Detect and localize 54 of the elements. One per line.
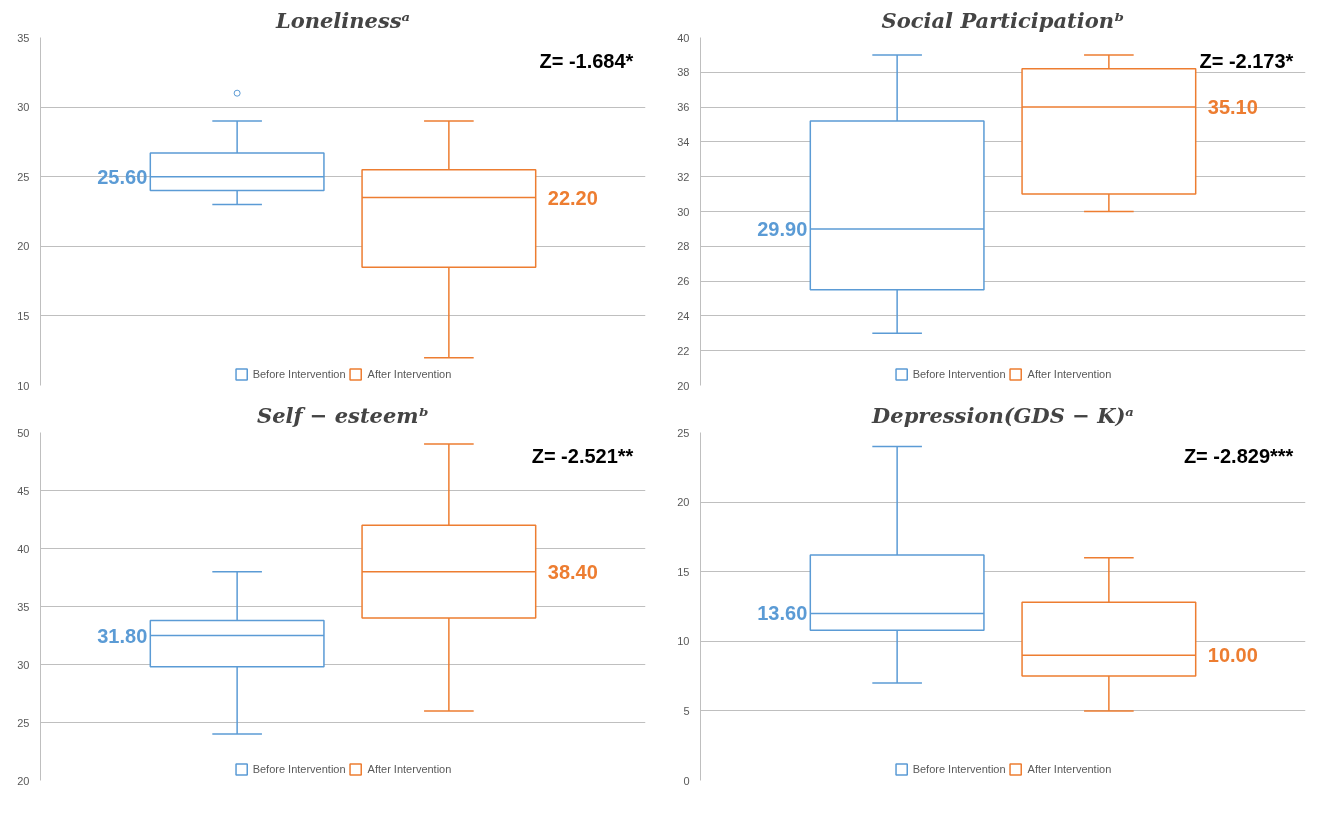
y-tick-label: 25 xyxy=(17,170,30,183)
legend-label: Before Intervention xyxy=(252,368,346,380)
legend-label: Before Intervention xyxy=(912,763,1006,775)
y-tick-label: 38 xyxy=(677,66,690,79)
chart-title: Lonelinessᵃ xyxy=(274,7,411,33)
annotation: 10.00 xyxy=(1207,644,1258,667)
y-tick-label: 25 xyxy=(17,716,30,729)
y-tick-label: 36 xyxy=(677,101,690,114)
y-tick-label: 20 xyxy=(17,240,30,253)
y-tick-label: 10 xyxy=(677,635,690,648)
y-tick-label: 40 xyxy=(677,31,690,44)
y-tick-label: 35 xyxy=(17,600,30,613)
y-tick-label: 32 xyxy=(677,170,690,183)
legend-label: After Intervention xyxy=(1027,368,1112,380)
legend-label: After Intervention xyxy=(367,368,452,380)
y-tick-label: 0 xyxy=(683,774,690,787)
annotation: Z= -2.829*** xyxy=(1183,444,1294,467)
y-tick-label: 25 xyxy=(677,426,690,439)
y-tick-label: 50 xyxy=(17,426,30,439)
annotation: 35.10 xyxy=(1207,96,1258,119)
y-tick-label: 20 xyxy=(677,379,690,392)
y-tick-label: 20 xyxy=(677,496,690,509)
annotation: 22.20 xyxy=(547,186,598,209)
annotation: Z= -1.684* xyxy=(539,49,634,72)
y-tick-label: 22 xyxy=(677,344,690,357)
chart-title: Depression(GDS − K)ᵃ xyxy=(871,402,1134,428)
y-tick-label: 5 xyxy=(683,704,690,717)
y-tick-label: 10 xyxy=(17,379,30,392)
chart-title: Social Participationᵇ xyxy=(881,7,1125,33)
chart-title: Self − esteemᵇ xyxy=(256,402,430,428)
y-tick-label: 24 xyxy=(677,309,690,322)
legend-label: After Intervention xyxy=(1027,763,1112,775)
y-tick-label: 15 xyxy=(677,565,690,578)
legend-label: After Intervention xyxy=(367,763,452,775)
y-tick-label: 20 xyxy=(17,774,30,787)
legend-label: Before Intervention xyxy=(252,763,346,775)
y-tick-label: 30 xyxy=(677,205,690,218)
y-tick-label: 26 xyxy=(677,275,690,288)
y-tick-label: 45 xyxy=(17,484,30,497)
legend-label: Before Intervention xyxy=(912,368,1006,380)
annotation: 25.60 xyxy=(97,165,148,188)
annotation: 31.80 xyxy=(97,624,148,647)
annotation: 29.90 xyxy=(757,217,808,240)
y-tick-label: 30 xyxy=(17,101,30,114)
y-tick-label: 34 xyxy=(677,135,690,148)
y-tick-label: 28 xyxy=(677,240,690,253)
y-tick-label: 15 xyxy=(17,309,30,322)
annotation: Z= -2.521** xyxy=(531,444,634,467)
y-tick-label: 35 xyxy=(17,31,30,44)
annotation: 13.60 xyxy=(757,602,808,625)
annotation: Z= -2.173* xyxy=(1199,49,1294,72)
y-tick-label: 40 xyxy=(17,542,30,555)
y-tick-label: 30 xyxy=(17,658,30,671)
annotation: 38.40 xyxy=(547,560,598,583)
